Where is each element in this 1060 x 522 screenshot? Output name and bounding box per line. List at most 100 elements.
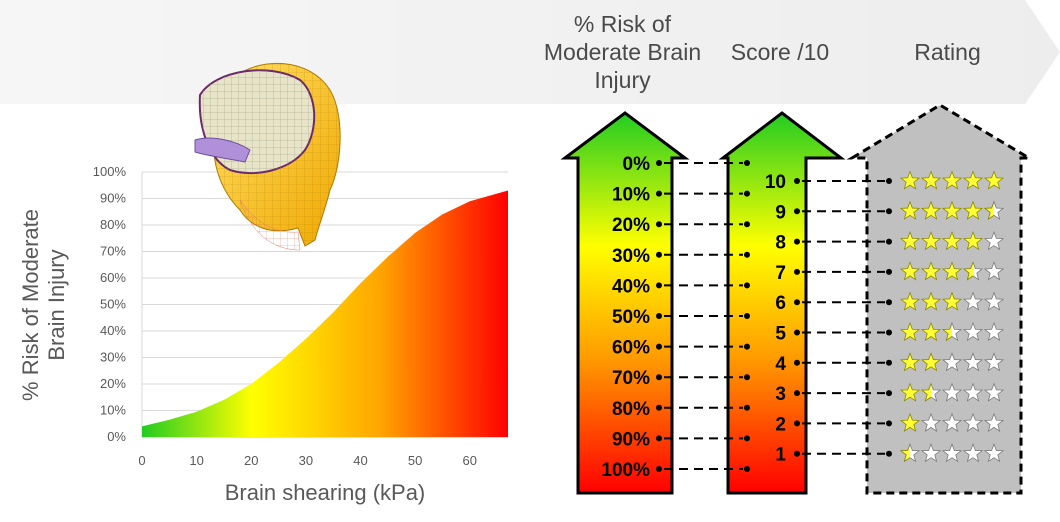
star-full-icon <box>920 352 942 372</box>
star-full-icon <box>899 291 921 311</box>
score-label: 7 <box>775 263 786 284</box>
score-label: 4 <box>775 354 786 375</box>
x-tick-label: 30 <box>299 453 313 468</box>
star-empty-icon <box>962 443 984 463</box>
star-empty-icon <box>920 443 942 463</box>
risk-label: 0% <box>623 154 651 175</box>
star-empty-icon <box>983 261 1005 281</box>
risk-label: 20% <box>612 215 650 236</box>
star-full-icon <box>920 321 942 342</box>
risk-dot <box>656 282 662 289</box>
score-axis-dot <box>744 190 750 197</box>
score-label: 2 <box>775 414 786 435</box>
y-axis-title-line: Brain Injury <box>44 249 69 360</box>
star-full-icon <box>920 170 942 190</box>
rating-dot <box>886 420 892 427</box>
star-full-icon <box>941 200 963 220</box>
star-empty-icon <box>962 291 984 311</box>
rating-dot <box>886 178 892 184</box>
star-full-icon <box>899 170 921 190</box>
star-full-icon <box>920 200 942 220</box>
risk-curve-area <box>142 190 508 437</box>
star-empty-icon <box>962 352 984 372</box>
rating-dot <box>886 208 892 215</box>
rating-dot <box>886 329 892 336</box>
risk-dot <box>656 466 662 472</box>
star-empty-icon <box>920 412 942 433</box>
y-tick-label: 20% <box>100 376 126 391</box>
x-tick-label: 60 <box>463 453 477 468</box>
y-tick-label: 80% <box>100 217 126 232</box>
star-full-icon <box>899 352 921 372</box>
star-empty-icon <box>962 382 984 402</box>
risk-dot <box>656 404 662 411</box>
y-axis-title-line: % Risk of Moderate <box>18 209 43 401</box>
y-tick-label: 70% <box>100 244 126 259</box>
score-dot <box>794 238 800 245</box>
star-full-icon <box>899 230 921 251</box>
score-column-title: Score /10 <box>730 39 830 65</box>
rating-dot <box>886 268 892 275</box>
score-axis-dot <box>744 221 750 228</box>
y-tick-label: 50% <box>100 297 126 312</box>
star-empty-icon <box>983 230 1005 251</box>
risk-dot <box>656 435 662 442</box>
score-dot <box>794 450 800 457</box>
score-axis-dot <box>744 435 750 442</box>
risk-label: 60% <box>612 338 650 359</box>
risk-label: 10% <box>612 185 650 206</box>
y-axis-title: % Risk of ModerateBrain Injury <box>18 209 69 401</box>
star-empty-icon <box>983 443 1005 463</box>
score-label: 8 <box>775 233 786 254</box>
rating-dot <box>886 299 892 306</box>
star-empty-icon <box>983 412 1005 433</box>
score-dot <box>794 359 800 366</box>
risk-dot <box>656 374 662 381</box>
star-half-icon <box>900 443 910 463</box>
score-label: 5 <box>775 324 786 345</box>
risk-label: 70% <box>612 368 650 389</box>
score-label: 3 <box>775 384 786 405</box>
star-half-icon <box>984 201 994 220</box>
risk-dot <box>656 343 662 350</box>
x-tick-label: 20 <box>244 453 258 468</box>
risk-dot <box>656 160 662 166</box>
score-dot <box>794 329 800 336</box>
star-half-icon <box>921 383 931 402</box>
score-dot <box>794 178 800 184</box>
star-full-icon <box>899 382 921 402</box>
score-axis-dot <box>744 343 750 350</box>
score-axis-dot <box>744 251 750 258</box>
y-tick-label: 100% <box>93 164 127 179</box>
risk-label: 30% <box>612 246 650 267</box>
star-full-icon <box>899 321 921 342</box>
star-empty-icon <box>962 412 984 433</box>
x-tick-label: 50 <box>408 453 422 468</box>
star-half-icon <box>963 261 973 281</box>
score-label: 1 <box>775 445 786 466</box>
score-dot <box>794 420 800 427</box>
star-empty-icon <box>941 352 963 372</box>
risk-dot <box>656 251 662 258</box>
score-dot <box>794 299 800 306</box>
star-empty-icon <box>941 412 963 433</box>
x-tick-label: 0 <box>138 453 145 468</box>
star-full-icon <box>983 170 1005 190</box>
star-full-icon <box>899 261 921 281</box>
risk-column-title: % Risk of Moderate Brain Injury <box>543 11 702 93</box>
score-dot <box>794 390 800 397</box>
score-axis-dot <box>744 404 750 411</box>
star-empty-icon <box>983 291 1005 311</box>
star-full-icon <box>941 261 963 281</box>
risk-arrow <box>560 111 690 495</box>
skull-brain-fe-model-icon <box>194 62 341 251</box>
risk-label: 90% <box>612 429 650 450</box>
score-axis-dot <box>744 282 750 289</box>
y-tick-label: 0% <box>107 429 126 444</box>
score-dot <box>794 208 800 215</box>
rating-column-title: Rating <box>914 39 981 65</box>
star-full-icon <box>899 200 921 220</box>
score-axis-dot <box>744 466 750 472</box>
star-full-icon <box>962 170 984 190</box>
